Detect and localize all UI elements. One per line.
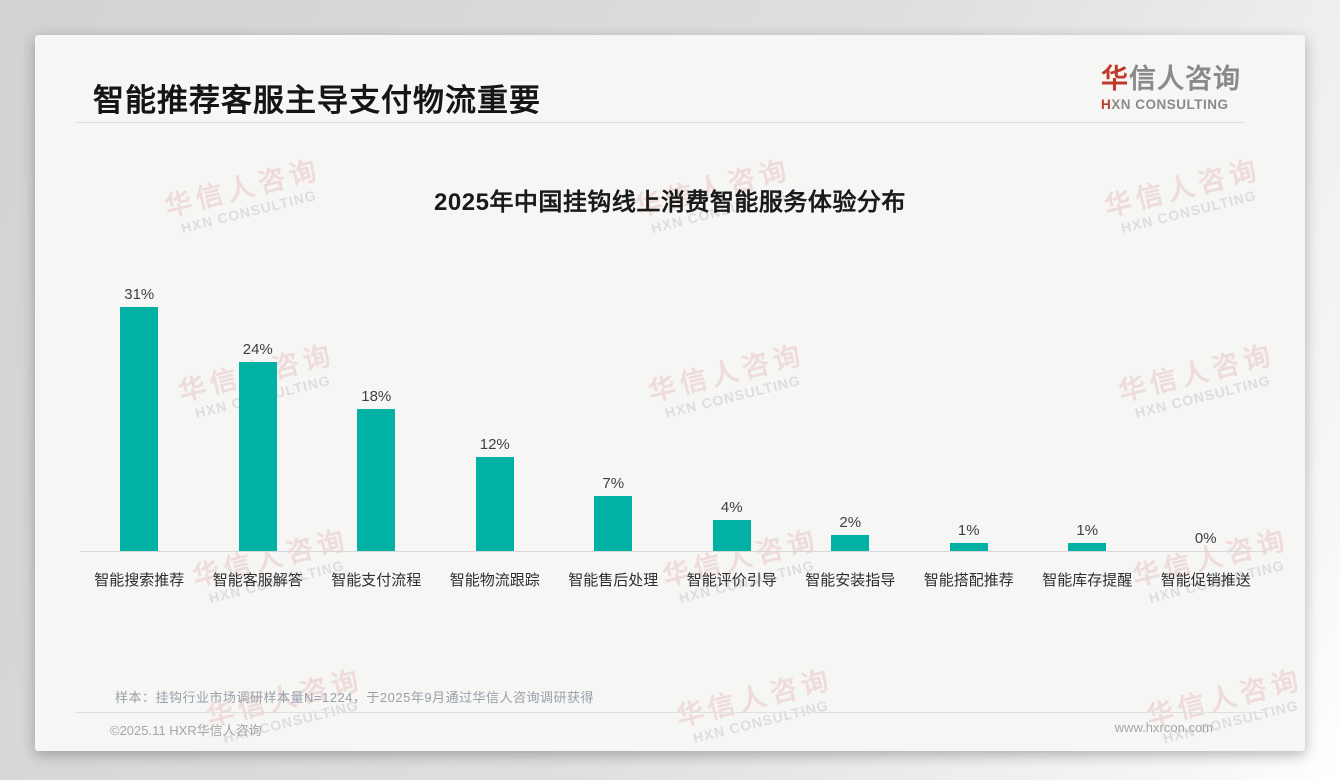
watermark-english: HXN CONSULTING <box>1161 697 1301 747</box>
bar <box>120 307 159 551</box>
bar-column: 1% <box>1028 522 1147 551</box>
sample-footnote: 样本：挂钩行业市场调研样本量N=1224，于2025年9月通过华信人咨询调研获得 <box>115 690 595 705</box>
page-title: 智能推荐客服主导支付物流重要 <box>93 83 541 118</box>
bar-column: 12% <box>436 436 555 551</box>
category-label: 智能售后处理 <box>568 572 659 589</box>
bar-column: 1% <box>910 522 1029 551</box>
report-card: 华信人咨询 HXN CONSULTING 华信人咨询 HXN CONSULTING 华信… <box>35 35 1305 751</box>
bar <box>712 520 751 551</box>
chart-plot: 31% 24% 18% 12% 7% 4% 2% 1% 1% 0% <box>80 282 1265 552</box>
bar-value-label: 7% <box>602 475 625 492</box>
bar <box>594 496 633 551</box>
category-label: 智能支付流程 <box>331 572 422 589</box>
chart-title: 2025年中国挂钩线上消费智能服务体验分布 <box>434 189 906 216</box>
category-label: 智能评价引导 <box>686 572 777 589</box>
category-label: 智能搜索推荐 <box>94 572 185 589</box>
copyright-text: ©2025.11 HXR华信人咨询 <box>110 723 262 738</box>
bar-column: 2% <box>791 514 910 551</box>
company-logo: 华信人咨询 HXN CONSULTING <box>1101 57 1241 112</box>
bar-column: 18% <box>317 388 436 551</box>
bar-value-label: 4% <box>720 499 743 516</box>
bar-value-label: 31% <box>124 286 155 303</box>
watermark-english: HXN CONSULTING <box>691 697 831 747</box>
bar <box>238 362 277 551</box>
category-label: 智能安装指导 <box>805 572 896 589</box>
header-divider <box>75 122 1245 123</box>
category-label: 智能客服解答 <box>212 572 303 589</box>
logo-chinese-name: 华信人咨询 <box>1101 64 1241 94</box>
website-text: www.hxrcon.com <box>1114 720 1213 735</box>
watermark-chinese: 华信人咨询 <box>673 664 837 733</box>
bar <box>475 457 514 551</box>
bar-value-label: 24% <box>242 341 273 358</box>
bar-value-label: 18% <box>361 388 392 405</box>
logo-english-name: HXN CONSULTING <box>1101 97 1229 112</box>
bar-column: 7% <box>554 475 673 551</box>
bar-value-label: 12% <box>479 436 510 453</box>
bar-value-label: 1% <box>957 522 980 539</box>
bar <box>1068 543 1107 551</box>
category-label: 智能搭配推荐 <box>923 572 1014 589</box>
bar <box>357 409 396 551</box>
bar-column: 4% <box>673 499 792 551</box>
chart-categories: 智能搜索推荐 智能客服解答 智能支付流程 智能物流跟踪 智能售后处理 智能评价引导 智能安装… <box>80 552 1265 590</box>
bar-value-label: 1% <box>1076 522 1099 539</box>
category-label: 智能库存提醒 <box>1042 572 1133 589</box>
bar-chart: 31% 24% 18% 12% 7% 4% 2% 1% 1% 0% 智能搜索推荐 智能客服解答 智能支… <box>80 282 1265 590</box>
bar-value-label: 2% <box>839 514 862 531</box>
bar <box>949 543 988 551</box>
bar <box>831 535 870 551</box>
bar-value-label: 0% <box>1194 530 1217 547</box>
category-label: 智能物流跟踪 <box>449 572 540 589</box>
footer-divider <box>75 712 1265 713</box>
bar-column: 24% <box>199 341 318 551</box>
category-label: 智能促销推送 <box>1160 572 1251 589</box>
bar-column: 0% <box>1147 530 1266 551</box>
bar-column: 31% <box>80 286 199 551</box>
